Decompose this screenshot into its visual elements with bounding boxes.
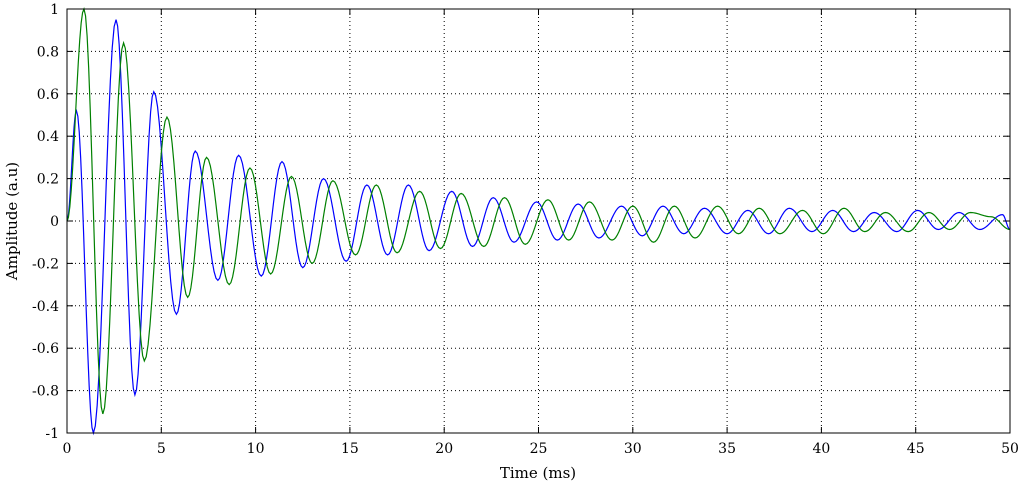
x-axis-label: Time (ms) <box>500 464 576 482</box>
x-tick-label: 30 <box>624 441 642 457</box>
y-tick-label: 0.6 <box>37 87 59 103</box>
x-tick-label: 40 <box>812 441 830 457</box>
x-tick-label: 35 <box>718 441 736 457</box>
y-tick-label: -0.4 <box>32 299 59 315</box>
y-axis-label: Amplitude (a.u) <box>3 162 21 281</box>
axis-ticks <box>66 8 1011 434</box>
y-tick-label: 0.8 <box>37 44 59 60</box>
x-tick-label: 25 <box>530 441 548 457</box>
x-tick-label: 15 <box>341 441 359 457</box>
series-line-2 <box>66 6 1011 415</box>
y-tick-label: -0.8 <box>32 384 59 400</box>
y-tick-label: 0.4 <box>37 129 59 145</box>
grid-lines <box>67 9 1010 433</box>
series-line-1 <box>66 19 1011 436</box>
y-tick-label: -0.6 <box>32 341 59 357</box>
x-tick-label: 10 <box>247 441 265 457</box>
y-tick-labels: 1 0.8 0.6 0.4 0.2 0 -0.2 -0.4 -0.6 -0.8 -1 <box>32 2 59 442</box>
x-tick-label: 20 <box>435 441 453 457</box>
x-tick-labels: 0 5 10 15 20 25 30 35 40 45 50 <box>63 441 1019 457</box>
y-tick-label: 1 <box>50 2 59 18</box>
x-tick-label: 50 <box>1001 441 1019 457</box>
x-tick-label: 5 <box>157 441 166 457</box>
x-tick-label: 0 <box>63 441 72 457</box>
x-tick-label: 45 <box>907 441 925 457</box>
series-lines <box>66 6 1011 436</box>
y-tick-label: 0.2 <box>37 172 59 188</box>
y-tick-label: -0.2 <box>32 256 59 272</box>
y-tick-label: 0 <box>50 214 59 230</box>
y-tick-label: -1 <box>45 426 59 442</box>
